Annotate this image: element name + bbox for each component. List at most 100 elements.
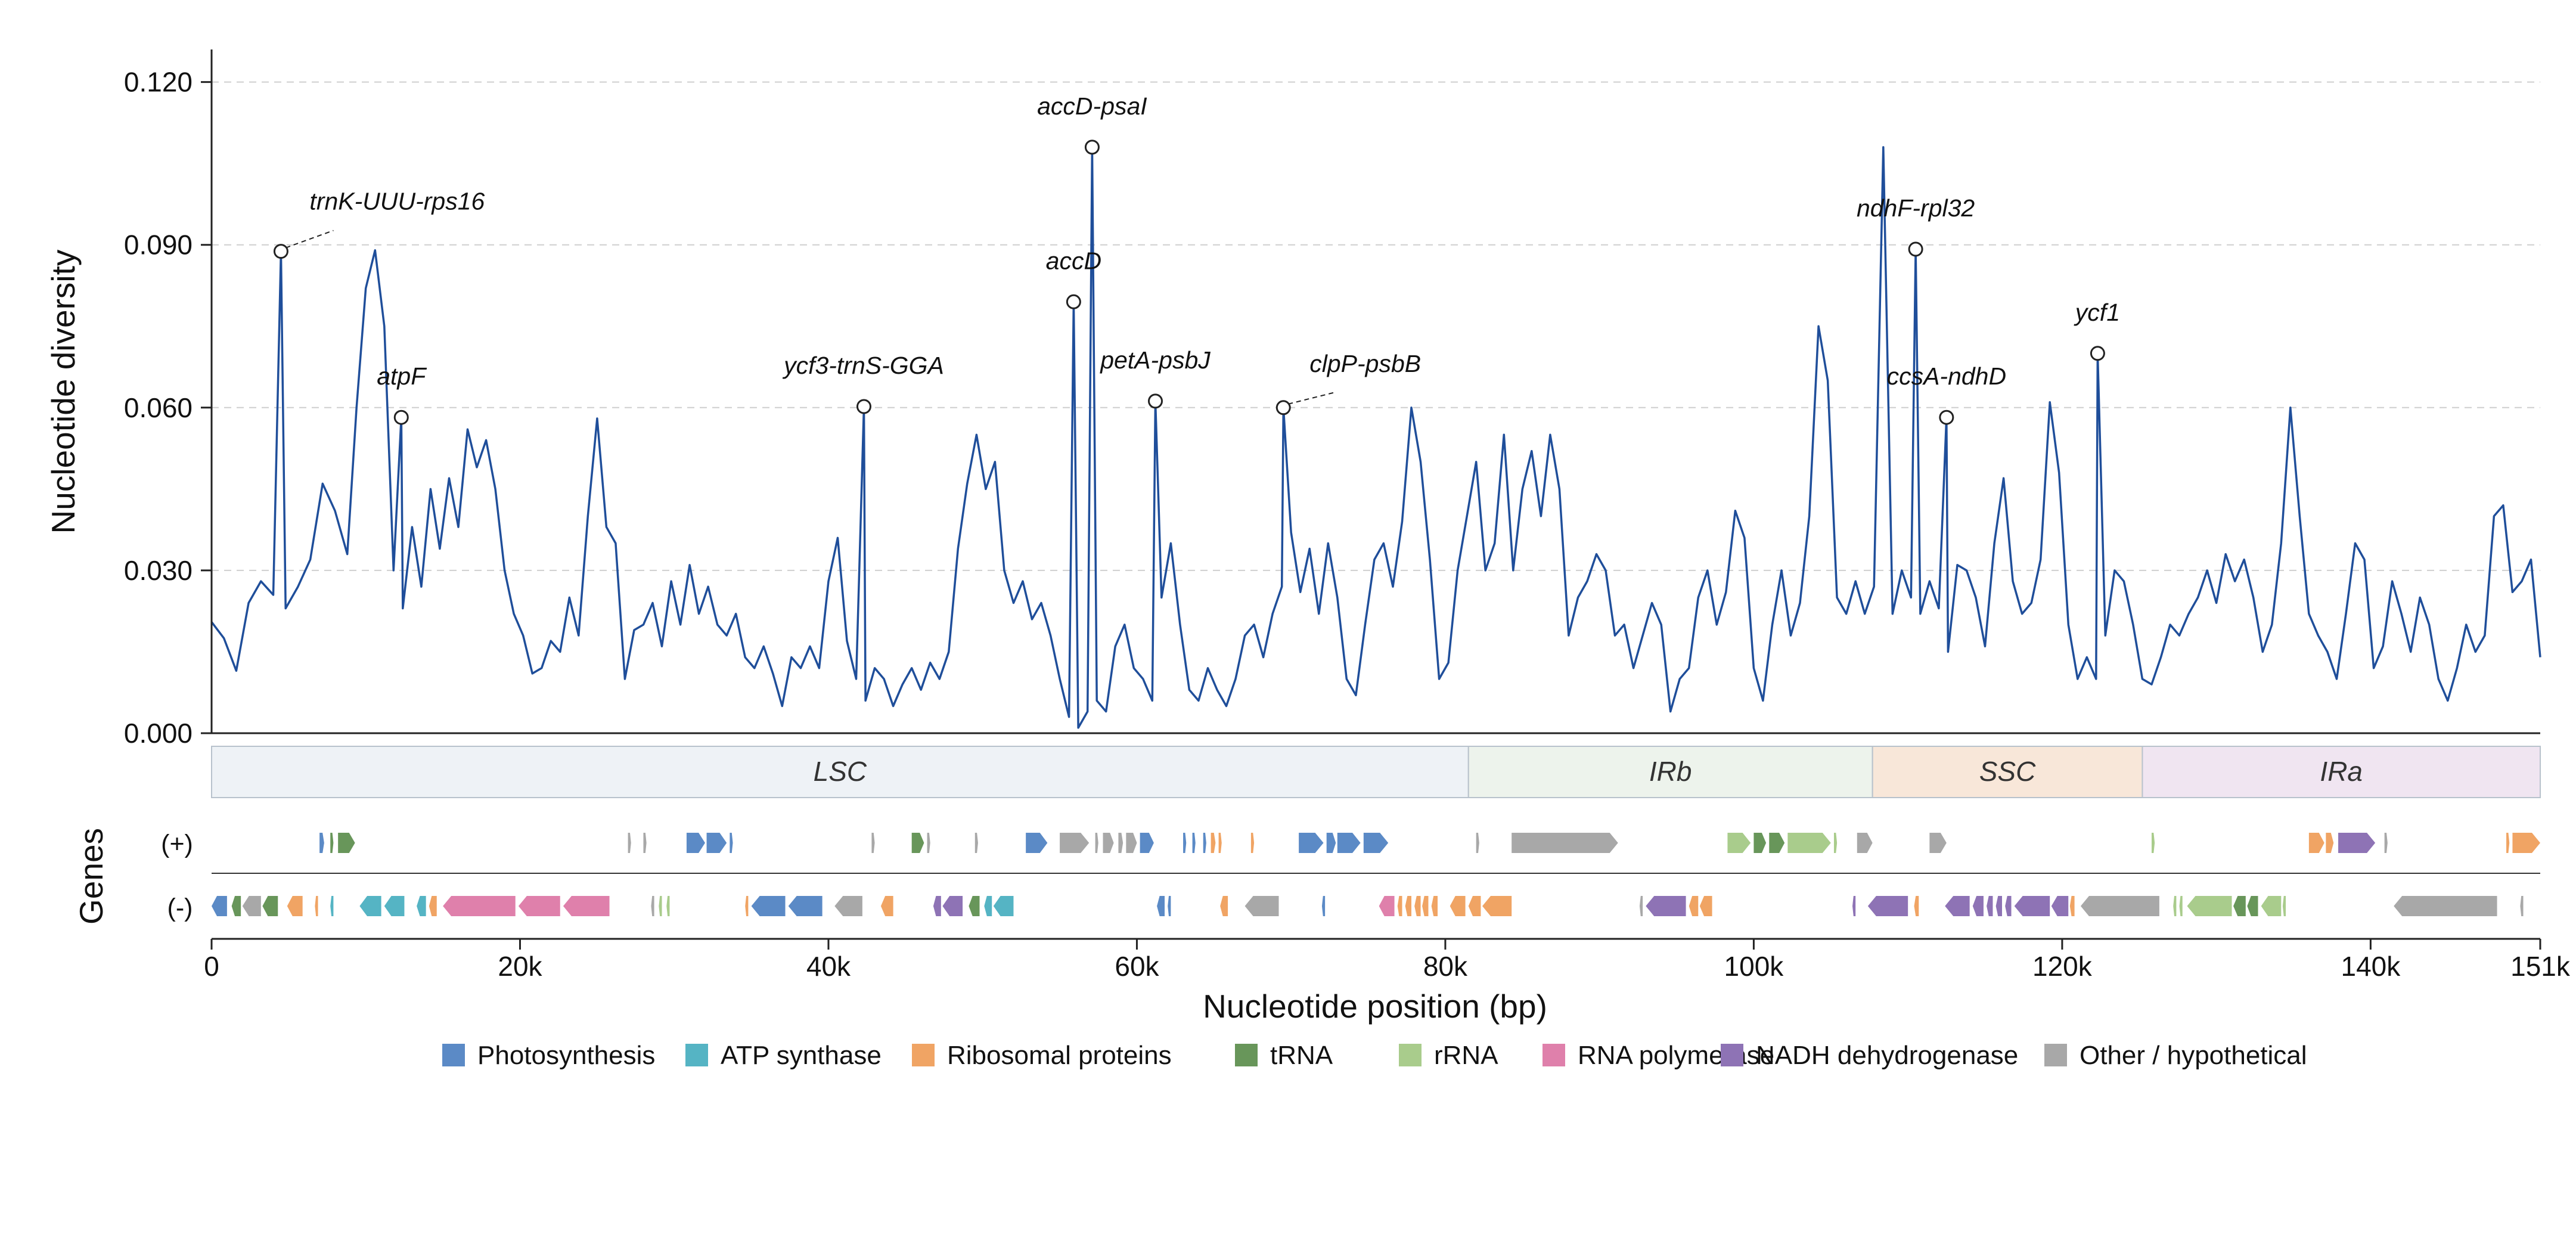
legend-swatch [1543,1044,1565,1066]
gene-arrow [1646,896,1686,916]
peak-label: ndhF-rpl32 [1857,194,1975,222]
gene-arrow [751,896,786,916]
legend-label: ATP synthase [721,1041,882,1070]
legend-swatch [1721,1044,1743,1066]
gene-arrow [1867,896,1908,916]
y-tick-label: 0.000 [124,718,193,749]
gene-arrow [338,833,355,853]
legend-label: Ribosomal proteins [947,1041,1172,1070]
gene-arrow [1431,896,1438,916]
minus-strand-label: (-) [167,894,193,922]
gene-arrow [651,896,654,916]
gene-arrow [1468,896,1481,916]
grid-lines [212,81,2540,571]
gene-arrow [1140,833,1154,853]
gene-arrow [1727,833,1751,853]
gene-arrow [1363,833,1389,853]
gene-arrow [1787,833,1831,853]
gene-arrow [1482,896,1512,916]
peak-marker [1908,241,1923,257]
gene-arrow [1103,833,1114,853]
x-tick-label: 20k [498,951,542,982]
gene-arrow [443,896,516,916]
legend-swatch [442,1044,465,1066]
x-tick-label: 100k [1724,951,1784,982]
legend-label: tRNA [1270,1041,1333,1070]
gene-arrow [563,896,610,916]
gene-arrow [871,833,875,853]
peak-label: clpP-psbB [1309,350,1421,377]
gene-arrow [984,896,992,916]
x-axis-title: Nucleotide position (bp) [1203,988,1547,1025]
region-label: IRa [2320,756,2363,787]
gene-arrow [2261,896,2282,916]
gene-arrow [1211,833,1216,853]
gene-arrow [1397,896,1402,916]
gene-arrow [1203,833,1206,853]
gene-arrow [1450,896,1466,916]
gene-arrow [2179,896,2183,916]
gene-arrow [1929,833,1947,853]
gene-arrow [643,833,647,853]
gene-arrow [1833,833,1838,853]
peak-marker [393,410,409,425]
gene-arrow [1379,896,1395,916]
region-band [2142,746,2541,798]
gene-arrow [659,896,662,916]
gene-arrow [911,833,924,853]
gene-arrow [2005,896,2012,916]
genome-regions: LSC IRb SSC IRa [211,746,2541,798]
peak-label: ycf1 [2074,299,2120,326]
gene-arrow [834,896,862,916]
region-label: IRb [1649,756,1692,787]
gene-arrow [974,833,978,853]
plus-strand-label: (+) [161,830,193,858]
gene-arrow [1914,896,1919,916]
gene-arrow [942,896,963,916]
gene-arrow [1476,833,1479,853]
x-tick-label: 60k [1115,951,1159,982]
gene-arrow [1192,833,1196,853]
legend-label: rRNA [1434,1041,1498,1070]
legend-label: NADH dehydrogenase [1756,1041,2018,1070]
gene-arrow [429,896,437,916]
gene-arrow [2282,896,2286,916]
gene-arrow [1995,896,2002,916]
peak-label: accD-psaI [1037,92,1147,120]
gene-arrow [319,833,324,853]
legend-swatch [912,1044,935,1066]
axes: 0.000 0.030 0.060 0.090 0.120 [124,49,2540,749]
gene-arrow [1250,833,1255,853]
gene-arrow [1945,896,1970,916]
legend-label: RNA polymerase [1578,1041,1774,1070]
gene-arrow [330,896,334,916]
gene-arrow [2014,896,2050,916]
diversity-line-layer [210,146,2541,729]
gene-arrow [686,833,705,853]
peak-label: atpF [377,362,427,390]
region-band [1467,746,1873,798]
gene-arrow [359,896,381,916]
x-tick-label: 120k [2032,951,2093,982]
gene-arrow [1218,833,1222,853]
gene-arrow [242,896,261,916]
y-tick-label: 0.030 [124,555,193,586]
gene-arrow [1753,833,1767,853]
gene-arrow [993,896,1014,916]
gene-arrow [1852,896,1856,916]
genes-track-label: Genes [73,828,110,925]
x-tick-label: 80k [1423,951,1468,982]
gene-arrow [2173,896,2177,916]
gene-arrow [2069,896,2075,916]
gene-arrow [2051,896,2069,916]
gene-arrow [1118,833,1123,853]
gene-arrow [2247,896,2258,916]
gene-arrow [1972,896,1984,916]
gene-arrow [1512,833,1618,853]
peak-marker [1066,294,1081,309]
gene-arrow [2187,896,2232,916]
x-tick-label: 0 [204,951,219,982]
peak-marker [273,244,288,259]
